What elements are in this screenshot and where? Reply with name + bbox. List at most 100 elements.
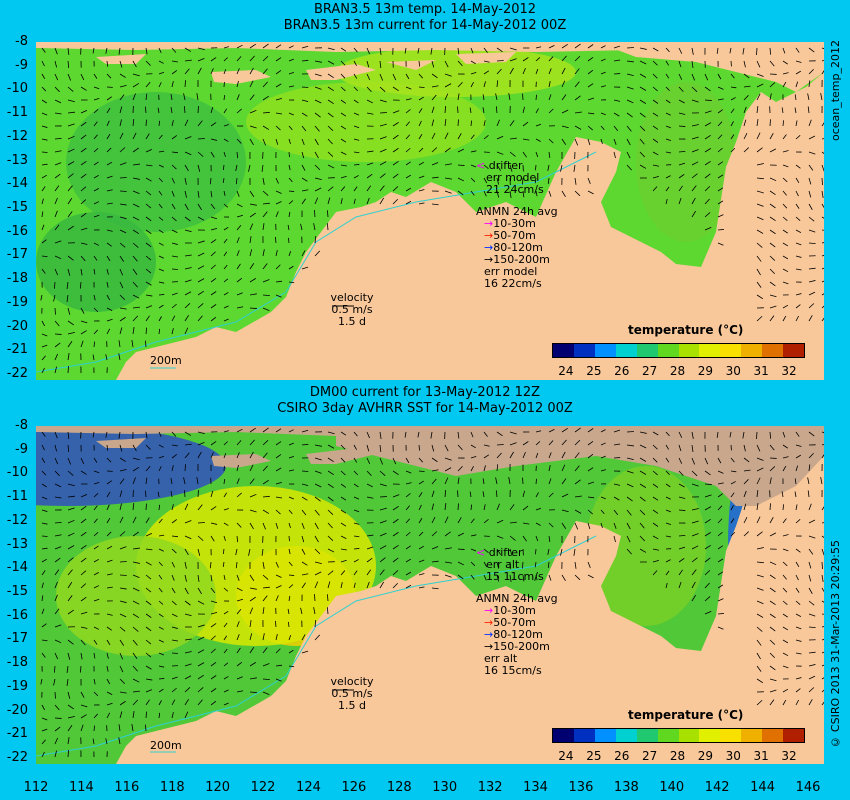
velocity-arrow [821, 254, 824, 257]
velocity-arrow [288, 442, 294, 446]
velocity-arrow [782, 652, 789, 657]
velocity-arrow [535, 535, 539, 542]
velocity-arrow [509, 67, 514, 75]
velocity-arrow [482, 94, 485, 101]
velocity-arrow [821, 443, 824, 446]
velocity-arrow [41, 483, 47, 488]
velocity-arrow [574, 465, 580, 472]
velocity-arrow [145, 60, 151, 66]
velocity-arrow [535, 46, 542, 49]
top-colorbar-ticks: 24 25 26 27 28 29 30 31 32 [552, 364, 803, 378]
velocity-arrow [275, 509, 281, 515]
velocity-arrow [41, 163, 48, 166]
velocity-arrow [808, 47, 815, 53]
velocity-arrow [210, 506, 217, 511]
velocity-arrow [184, 136, 192, 140]
velocity-arrow [717, 584, 724, 589]
velocity-arrow [236, 452, 240, 459]
velocity-arrow [717, 214, 724, 218]
velocity-arrow [587, 467, 594, 472]
velocity-arrow [132, 73, 140, 77]
velocity-arrow [80, 340, 84, 348]
velocity-arrow [574, 68, 580, 75]
velocity-arrow [314, 535, 319, 543]
bottom-island-1 [306, 448, 376, 464]
velocity-arrow [93, 242, 100, 246]
velocity-arrow [366, 112, 374, 115]
velocity-arrow [665, 99, 671, 104]
velocity-arrow [170, 94, 173, 101]
velocity-arrow [340, 112, 347, 117]
velocity-arrow [340, 483, 347, 488]
velocity-arrow [119, 84, 127, 88]
velocity-arrow [340, 470, 346, 476]
velocity-arrow [808, 291, 816, 296]
velocity-arrow [327, 86, 334, 91]
velocity-arrow [600, 58, 606, 62]
velocity-arrow [249, 55, 255, 62]
top-isobath-label: 200m [150, 354, 182, 367]
velocity-arrow [262, 479, 269, 485]
velocity-arrow [561, 80, 566, 88]
velocity-arrow [275, 441, 282, 446]
velocity-arrow [379, 185, 385, 192]
velocity-arrow [67, 507, 75, 511]
velocity-arrow [743, 503, 747, 511]
velocity-arrow [743, 119, 747, 127]
velocity-arrow [301, 125, 307, 132]
velocity-arrow [119, 652, 123, 660]
y-tick-label: -22 [6, 750, 28, 765]
velocity-arrow [821, 701, 824, 706]
bottom-anmn-title: ANMN 24h avg [476, 592, 558, 605]
velocity-arrow [743, 517, 748, 524]
velocity-arrow [729, 47, 732, 54]
velocity-arrow [314, 73, 322, 77]
velocity-arrow [756, 229, 764, 234]
velocity-arrow [782, 465, 787, 472]
velocity-arrow [158, 268, 165, 272]
velocity-arrow [496, 60, 504, 62]
velocity-arrow [392, 557, 399, 563]
velocity-arrow [132, 242, 139, 248]
velocity-arrow [236, 214, 244, 218]
velocity-arrow [509, 451, 514, 459]
velocity-arrow [795, 315, 799, 322]
velocity-arrow [158, 561, 163, 567]
velocity-arrow [366, 470, 372, 476]
velocity-arrow [132, 294, 140, 299]
velocity-arrow [210, 251, 216, 257]
velocity-arrow [93, 652, 96, 659]
velocity-arrow [743, 85, 751, 88]
velocity-arrow [54, 281, 56, 289]
velocity-arrow [314, 594, 316, 602]
velocity-arrow [756, 132, 761, 140]
velocity-arrow [431, 162, 439, 166]
velocity-arrow [184, 464, 186, 472]
velocity-arrow [392, 173, 399, 179]
velocity-arrow [275, 112, 283, 115]
velocity-arrow [782, 626, 789, 631]
velocity-arrow [210, 138, 218, 141]
velocity-arrow [717, 109, 724, 114]
velocity-arrow [249, 223, 254, 231]
velocity-arrow [678, 73, 683, 80]
velocity-arrow [548, 429, 555, 433]
velocity-arrow [93, 174, 99, 179]
velocity-arrow [184, 698, 189, 706]
velocity-arrow [717, 242, 724, 246]
velocity-arrow [808, 303, 815, 309]
velocity-arrow [54, 444, 57, 452]
velocity-arrow [314, 138, 319, 146]
velocity-arrow [781, 107, 784, 114]
velocity-arrow [717, 200, 724, 205]
velocity-arrow [249, 67, 254, 75]
velocity-arrow [379, 520, 387, 524]
velocity-arrow [223, 190, 226, 197]
velocity-arrow [392, 544, 399, 550]
velocity-arrow [40, 294, 43, 301]
velocity-arrow [379, 99, 387, 103]
velocity-arrow [756, 294, 764, 300]
velocity-arrow [821, 242, 824, 244]
velocity-arrow [249, 478, 255, 485]
bottom-map-panel [36, 426, 824, 764]
